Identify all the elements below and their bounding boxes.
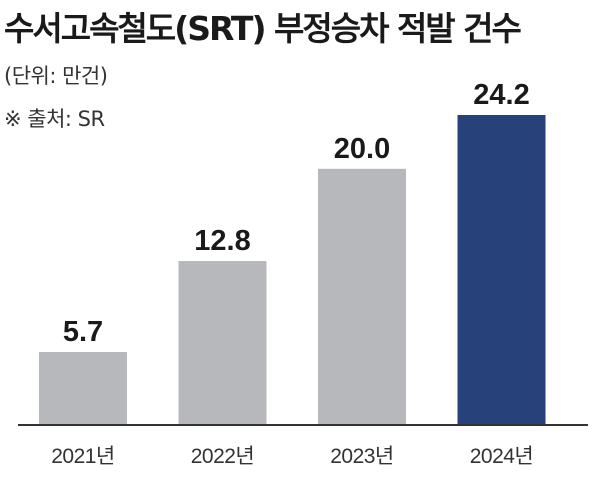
bar-2023년 xyxy=(318,168,406,426)
bar-2022년 xyxy=(178,261,267,425)
chart-title: 수서고속철도(SRT) 부정승차 적발 건수 xyxy=(4,9,522,48)
category-labels-group: 2021년 2022년 2023년 2024년 xyxy=(51,445,534,468)
source-note: ※ 출처: SR xyxy=(4,107,105,131)
value-labels-group: 5.7 12.8 20.0 24.2 xyxy=(63,79,530,348)
value-label: 12.8 xyxy=(194,225,250,257)
value-label: 5.7 xyxy=(63,316,103,348)
category-label: 2023년 xyxy=(330,445,394,468)
category-label: 2024년 xyxy=(470,445,534,468)
unit-note: (단위: 만건) xyxy=(4,64,108,88)
bar-2024년 xyxy=(457,115,546,425)
value-label: 20.0 xyxy=(334,133,390,165)
bar-2021년 xyxy=(39,351,127,425)
category-label: 2022년 xyxy=(191,445,255,468)
bars-group xyxy=(39,115,546,426)
category-label: 2021년 xyxy=(51,445,115,468)
value-label: 24.2 xyxy=(473,79,529,111)
